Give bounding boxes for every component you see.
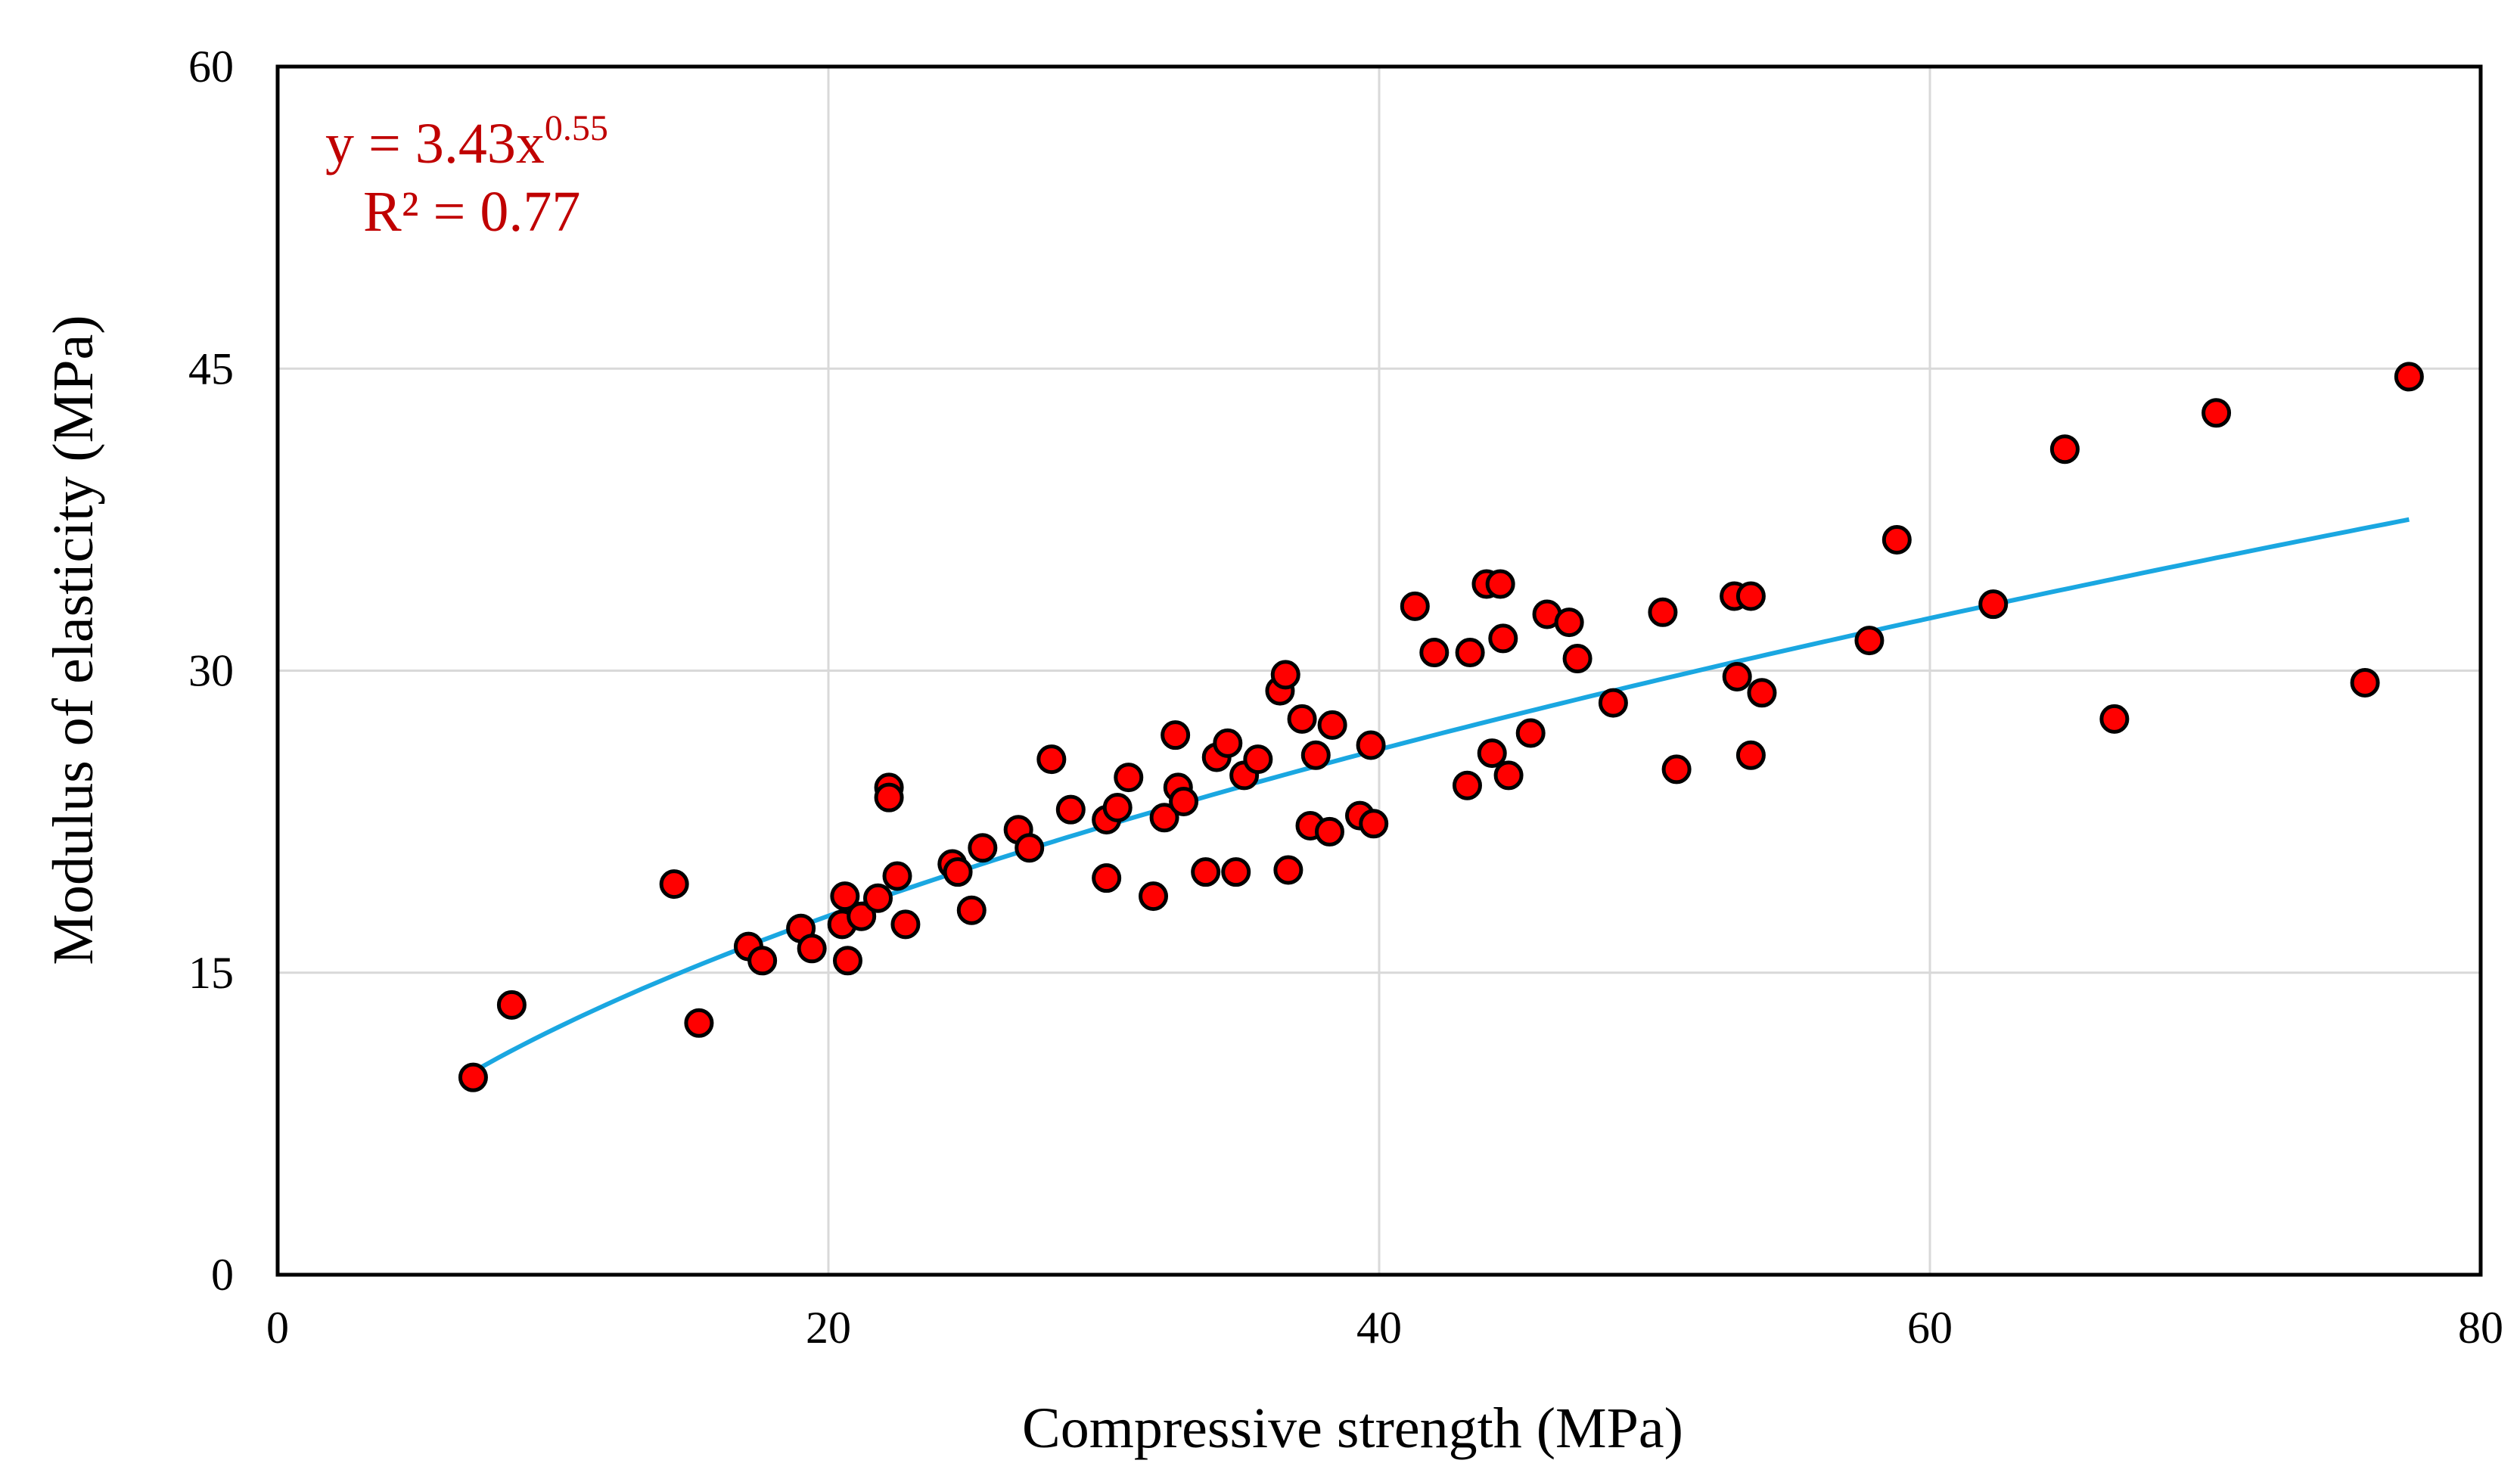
- data-point: [1149, 803, 1179, 833]
- data-point: [1515, 718, 1546, 748]
- data-point: [1747, 678, 1777, 708]
- data-point: [1661, 754, 1692, 785]
- data-point: [1554, 607, 1584, 638]
- data-point: [1161, 720, 1191, 750]
- data-point: [968, 833, 998, 863]
- equation-base: y = 3.43x: [325, 112, 545, 176]
- data-point: [1169, 787, 1199, 817]
- gridlines: [278, 67, 2481, 1275]
- data-point: [1221, 857, 1251, 887]
- data-point: [1102, 792, 1133, 822]
- x-tick-label: 40: [1356, 1303, 1402, 1353]
- data-point: [1314, 816, 1344, 847]
- data-point: [1735, 740, 1766, 770]
- y-tick-label: 0: [211, 1250, 234, 1300]
- data-point: [847, 901, 877, 931]
- data-point: [458, 1062, 488, 1092]
- data-point: [1477, 738, 1507, 769]
- data-point: [1273, 855, 1304, 885]
- x-axis-tick-labels: 0 20 40 60 80: [266, 1303, 2503, 1353]
- data-point: [2099, 704, 2130, 734]
- y-axis-title: Modulus of elasticity (MPa): [42, 315, 105, 965]
- data-point: [1300, 740, 1331, 770]
- data-point: [1881, 524, 1912, 555]
- data-point: [882, 861, 912, 891]
- data-point: [1400, 591, 1430, 621]
- data-point: [1191, 857, 1221, 887]
- x-tick-label: 60: [1907, 1303, 1953, 1353]
- y-tick-label: 30: [188, 646, 234, 696]
- data-point: [1213, 728, 1243, 758]
- equation-exponent: 0.55: [545, 108, 608, 148]
- data-point: [1287, 704, 1317, 734]
- y-tick-label: 45: [188, 343, 234, 393]
- y-tick-label: 60: [188, 42, 234, 92]
- data-point: [1270, 660, 1300, 690]
- data-point: [890, 909, 921, 940]
- data-point: [1139, 881, 1169, 912]
- data-point: [832, 946, 862, 976]
- data-point: [1317, 710, 1347, 740]
- data-point: [684, 1008, 714, 1038]
- data-point: [797, 934, 827, 964]
- data-point: [1978, 589, 2009, 620]
- y-axis-tick-labels: 0 15 30 45 60: [188, 42, 234, 1300]
- data-point: [1015, 833, 1045, 863]
- x-tick-label: 0: [266, 1303, 289, 1353]
- data-point: [1243, 744, 1273, 775]
- data-point: [943, 857, 973, 887]
- r-squared-label: R² = 0.77: [363, 180, 580, 244]
- data-point: [496, 990, 527, 1020]
- data-point: [830, 881, 860, 912]
- data-point: [1493, 760, 1524, 791]
- trendline-equation: y = 3.43x0.55: [325, 108, 608, 176]
- x-tick-label: 80: [2458, 1303, 2503, 1353]
- data-points: [458, 362, 2424, 1092]
- data-point: [1735, 581, 1766, 611]
- data-point: [956, 895, 987, 925]
- data-point: [1452, 770, 1482, 800]
- data-point: [2202, 398, 2232, 428]
- data-point: [1036, 744, 1067, 775]
- data-point: [2049, 434, 2080, 465]
- data-point: [1562, 644, 1592, 674]
- data-point: [1455, 638, 1485, 668]
- x-axis-title: Compressive strength (MPa): [1022, 1397, 1683, 1460]
- x-tick-label: 20: [806, 1303, 851, 1353]
- y-tick-label: 15: [188, 948, 234, 998]
- data-point: [1485, 569, 1515, 599]
- plot-area-frame: [275, 64, 2483, 1277]
- data-point: [1356, 730, 1386, 760]
- data-point: [1722, 661, 1752, 691]
- data-point: [747, 946, 778, 976]
- data-point: [1598, 688, 1628, 718]
- data-point: [659, 869, 689, 900]
- data-point: [1648, 597, 1678, 627]
- data-point: [1488, 623, 1518, 654]
- data-point: [2350, 667, 2380, 698]
- data-point: [1854, 626, 1885, 656]
- data-point: [1419, 638, 1450, 668]
- data-point: [1359, 809, 1389, 839]
- data-point: [2394, 362, 2424, 392]
- data-point: [1092, 863, 1122, 893]
- data-point: [1114, 763, 1144, 793]
- data-point: [863, 883, 893, 913]
- data-point: [874, 782, 904, 813]
- data-point: [1055, 794, 1086, 825]
